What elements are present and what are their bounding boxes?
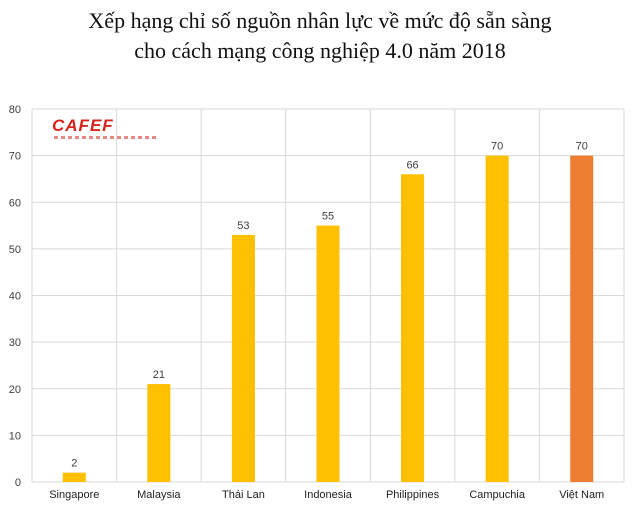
cafef-logo: CAFEF [52, 116, 114, 135]
bar [147, 384, 171, 482]
data-label: 70 [576, 141, 588, 153]
y-tick-label: 10 [9, 430, 21, 442]
data-label: 66 [406, 159, 418, 171]
y-tick-label: 0 [15, 477, 21, 489]
x-category-label: Việt Nam [559, 489, 604, 501]
bar [316, 225, 340, 482]
y-tick-label: 20 [9, 384, 21, 396]
cafef-logo-underline [54, 136, 158, 139]
x-category-label: Campuchia [469, 489, 526, 501]
y-tick-label: 60 [9, 197, 21, 209]
x-category-label: Philippines [386, 489, 440, 501]
data-label: 2 [71, 458, 77, 470]
y-tick-label: 70 [9, 151, 21, 163]
data-label: 21 [153, 369, 165, 381]
bar [231, 234, 255, 482]
chart-title-line-2: cho cách mạng công nghiệp 4.0 năm 2018 [134, 38, 506, 63]
chart-title-line-1: Xếp hạng chỉ số nguồn nhân lực về mức độ… [88, 8, 552, 33]
x-category-label: Malaysia [137, 489, 181, 501]
data-label: 70 [491, 141, 503, 153]
data-label: 53 [237, 220, 249, 232]
bar [401, 174, 425, 482]
y-tick-label: 50 [9, 244, 21, 256]
x-category-label: Thái Lan [222, 489, 265, 501]
bar [485, 155, 509, 482]
y-tick-label: 80 [9, 104, 21, 116]
x-category-label: Singapore [49, 489, 99, 501]
x-category-label: Indonesia [304, 489, 353, 501]
y-tick-label: 40 [9, 291, 21, 303]
data-label: 55 [322, 211, 334, 223]
bar [62, 472, 86, 482]
bar [570, 155, 594, 482]
y-tick-label: 30 [9, 337, 21, 349]
chart-title: Xếp hạng chỉ số nguồn nhân lực về mức độ… [0, 6, 640, 66]
